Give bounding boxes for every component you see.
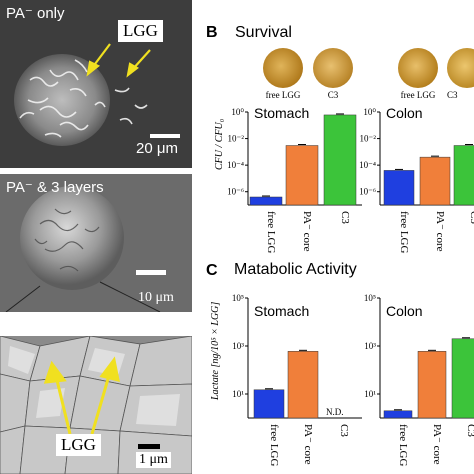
bar — [383, 170, 415, 206]
panel-b-ylabel: CFU / CFU₀ — [214, 118, 225, 170]
panel-b-title: Survival — [235, 24, 292, 41]
chart-title: Colon — [386, 105, 423, 121]
dish-label-2: C3 — [327, 90, 339, 100]
dish-label-3: free LGG — [400, 90, 436, 100]
bar — [453, 145, 474, 206]
y-tick-label: 10⁻⁶ — [227, 187, 244, 197]
sem-bottom-scale: 1 μm — [136, 452, 171, 468]
category-label: free LGG — [265, 211, 277, 254]
category-label: PA⁻ core — [434, 211, 446, 252]
bar — [253, 389, 285, 419]
y-tick-label: 10⁻² — [360, 134, 377, 144]
bar — [287, 351, 319, 419]
panel-c-title: Matabolic Activity — [234, 261, 357, 278]
category-label: PA⁻ core — [301, 211, 313, 252]
bar — [249, 196, 283, 206]
sem-bottom-lgg-label: LGG — [56, 434, 101, 456]
category-label: free LGG — [268, 424, 280, 467]
petri-dish-colon-free — [398, 48, 438, 88]
category-label: PA⁻ core — [302, 424, 314, 465]
sem-image-zoom: LGG 1 μm — [0, 336, 192, 474]
y-tick-label: 10⁻² — [228, 134, 245, 144]
y-tick-label: 10⁵ — [232, 293, 244, 303]
y-tick-label: 10¹ — [232, 389, 244, 399]
bar — [383, 410, 413, 419]
y-tick-label: 10³ — [364, 341, 376, 351]
chart-title: Stomach — [254, 105, 309, 121]
category-label: free LGG — [398, 211, 410, 254]
sem-top-scale: 20 μm — [136, 140, 178, 157]
panel-c-ylabel: Lactate [ng/10⁵ × LGG] — [210, 302, 221, 401]
bar — [451, 338, 474, 419]
chart-title: Stomach — [254, 303, 309, 319]
petri-dish-colon-c3 — [447, 48, 474, 88]
category-label: free LGG — [397, 424, 409, 467]
petri-dish-stomach-free — [263, 48, 303, 88]
category-label: C3 — [339, 211, 351, 224]
y-tick-label: 10⁻⁴ — [359, 160, 376, 170]
petri-dish-stomach-c3 — [313, 48, 353, 88]
sem-top-label: PA⁻ only — [6, 5, 65, 22]
annotation-nd: N.D. — [326, 407, 344, 417]
chart-title: Colon — [386, 303, 423, 319]
category-label: PA⁻ core — [431, 424, 443, 465]
sem-middle-scale: 10 μm — [138, 290, 174, 305]
panel-b-letter: B — [206, 24, 218, 41]
category-label: C3 — [468, 211, 474, 224]
y-tick-label: 10⁰ — [363, 107, 376, 117]
sem-top-lgg-label: LGG — [118, 20, 163, 42]
bar — [419, 156, 451, 206]
category-label: C3 — [338, 424, 350, 437]
sem-image-pa-only: PA⁻ only LGG 20 μm — [0, 0, 192, 168]
bar — [417, 351, 447, 419]
sem-image-three-layers: PA⁻ & 3 layers 10 μm — [0, 174, 192, 312]
bar — [285, 145, 319, 206]
y-tick-label: 10⁻⁶ — [359, 187, 376, 197]
dish-label-4: C3 — [447, 90, 458, 100]
y-tick-label: 10⁻⁴ — [227, 160, 244, 170]
y-tick-label: 10¹ — [364, 389, 376, 399]
sem-middle-label: PA⁻ & 3 layers — [6, 179, 104, 196]
sem-particle-drawing — [0, 174, 192, 312]
y-tick-label: 10⁵ — [364, 293, 376, 303]
bar — [323, 114, 357, 206]
y-tick-label: 10³ — [232, 341, 244, 351]
y-tick-label: 10⁰ — [231, 107, 244, 117]
panel-c-letter: C — [206, 262, 218, 279]
dish-label-1: free LGG — [265, 90, 301, 100]
category-label: C3 — [465, 424, 474, 437]
